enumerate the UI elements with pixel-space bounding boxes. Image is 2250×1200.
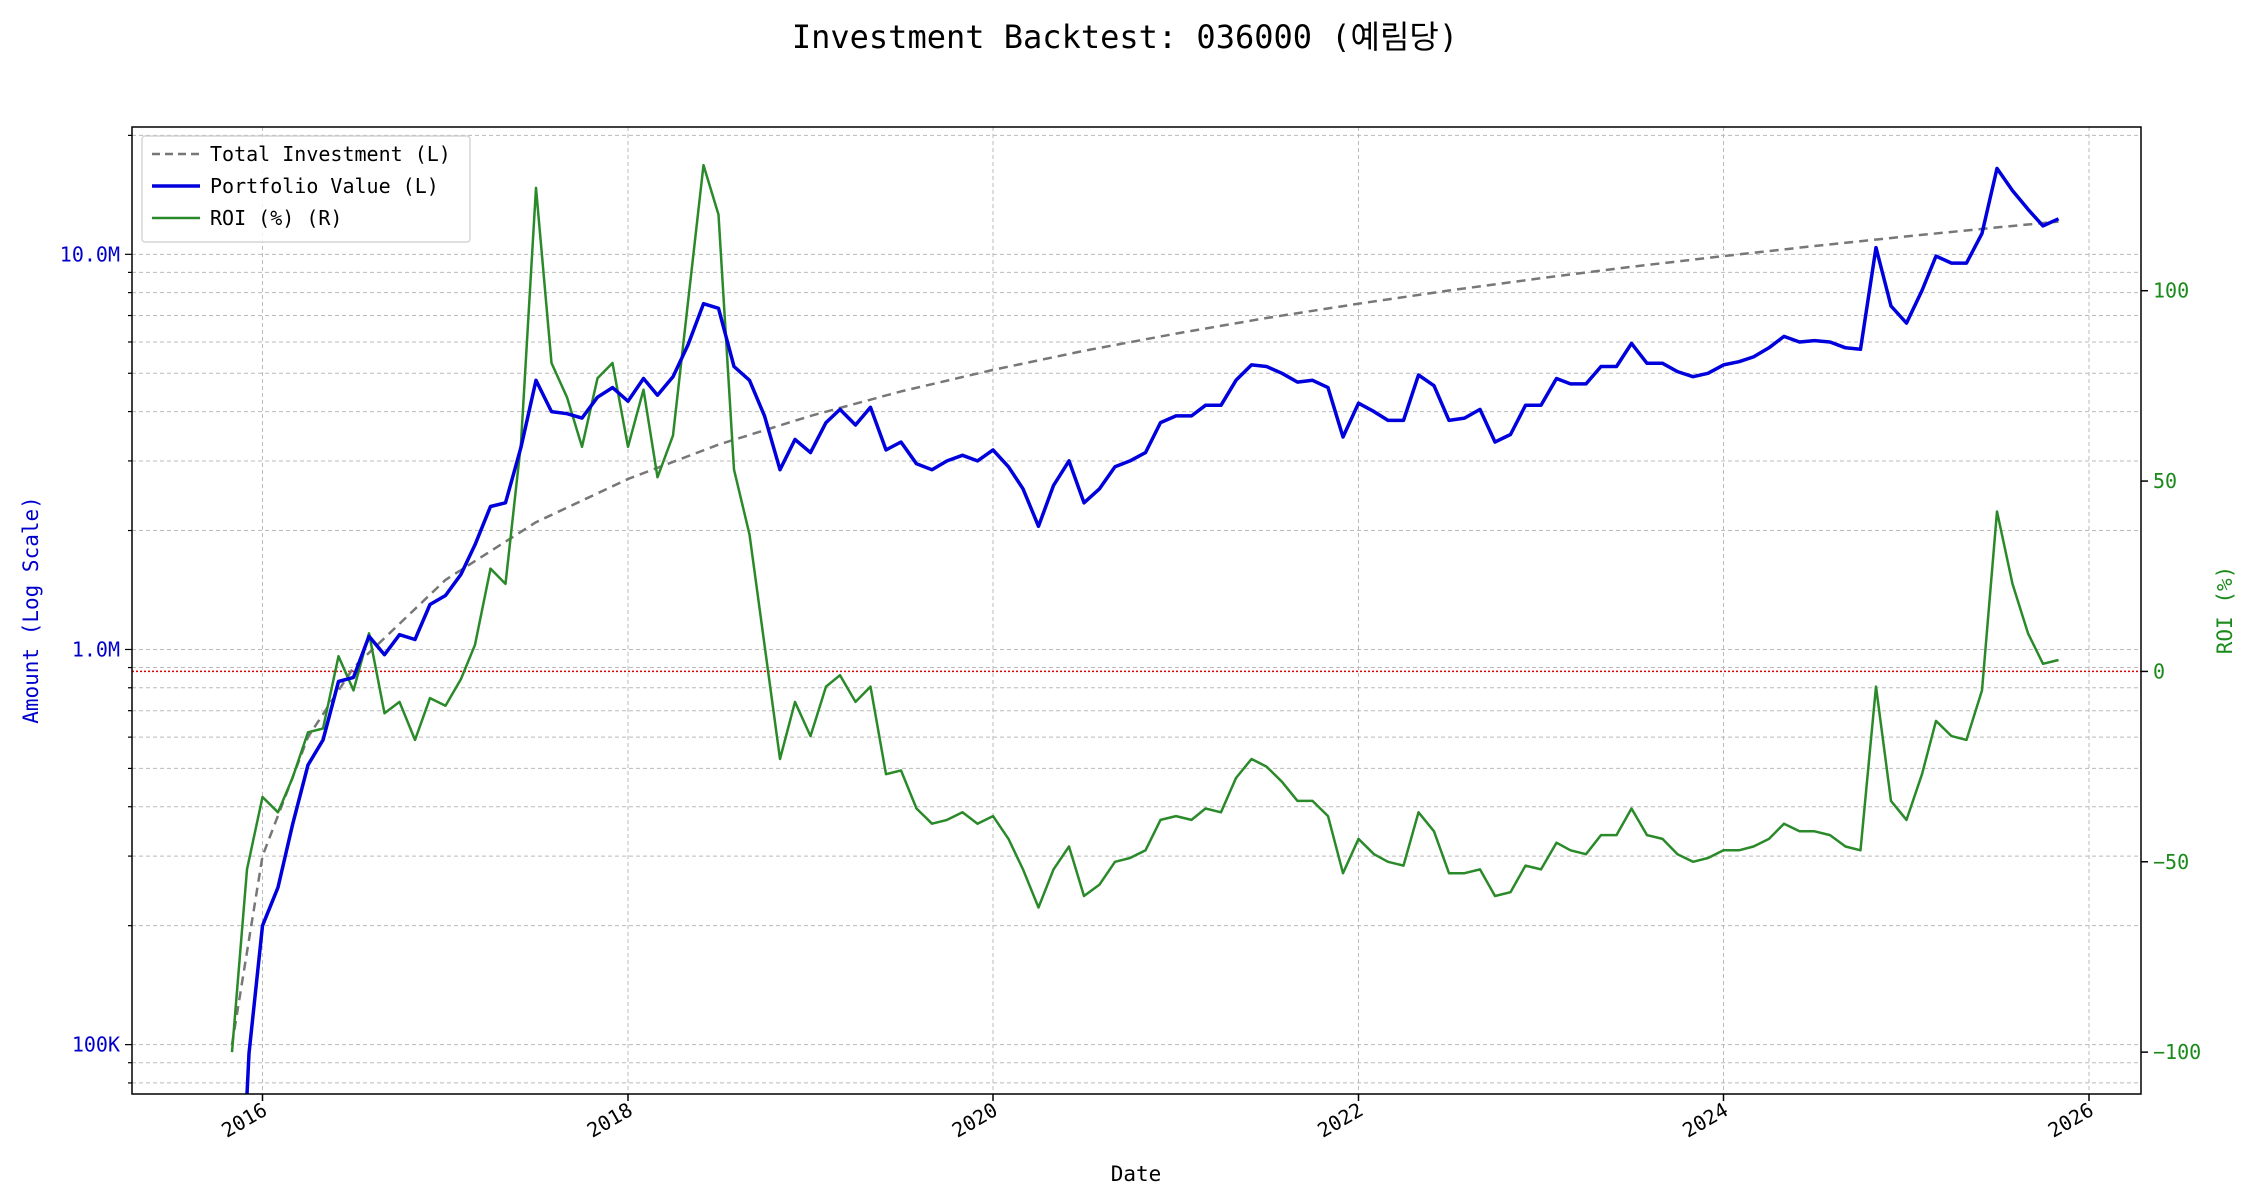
legend-entry-total-investment: Total Investment (L) bbox=[152, 142, 451, 166]
right-tick-label: 0 bbox=[2153, 659, 2165, 683]
legend-box bbox=[141, 135, 471, 243]
legend-label-portfolio-value: Portfolio Value (L) bbox=[210, 174, 439, 198]
legend-entry-roi: ROI (%) (R) bbox=[152, 206, 342, 230]
legend-label-total-investment: Total Investment (L) bbox=[210, 142, 451, 166]
x-axis-ticks: 2016 2018 2020 2022 2024 2026 bbox=[217, 1094, 2098, 1143]
x-tick-label: 2026 bbox=[2044, 1098, 2098, 1143]
right-tick-label: −50 bbox=[2153, 850, 2189, 874]
right-tick-label: 100 bbox=[2153, 279, 2189, 303]
x-axis-label: Date bbox=[1111, 1162, 1162, 1186]
portfolio-value-line bbox=[245, 166, 2060, 1095]
legend-label-roi: ROI (%) (R) bbox=[210, 206, 342, 230]
plot-frame bbox=[131, 126, 2142, 1095]
x-tick-label: 2024 bbox=[1678, 1098, 1732, 1143]
right-tick-label: −100 bbox=[2153, 1040, 2201, 1064]
x-tick-label: 2020 bbox=[948, 1098, 1002, 1143]
left-axis-label: Amount (Log Scale) bbox=[19, 496, 43, 724]
left-tick-label: 1.0M bbox=[72, 637, 120, 661]
right-tick-label: 50 bbox=[2153, 469, 2177, 493]
grid-lines bbox=[132, 127, 2141, 1094]
x-tick-label: 2016 bbox=[217, 1098, 271, 1143]
chart-title: Investment Backtest: 036000 (예림당) bbox=[792, 18, 1458, 56]
series-group bbox=[230, 163, 2060, 1095]
legend: Total Investment (L) Portfolio Value (L)… bbox=[141, 135, 471, 243]
left-tick-label: 10.0M bbox=[60, 242, 120, 266]
x-tick-label: 2022 bbox=[1313, 1098, 1367, 1143]
left-tick-label: 100K bbox=[72, 1033, 120, 1057]
right-axis-label: ROI (%) bbox=[2213, 566, 2237, 655]
legend-entry-portfolio-value: Portfolio Value (L) bbox=[152, 174, 439, 198]
left-axis-ticks: 100K 1.0M 10.0M bbox=[60, 134, 132, 1084]
x-tick-label: 2018 bbox=[583, 1098, 637, 1143]
right-axis-ticks: −100 −50 0 50 100 bbox=[2141, 279, 2201, 1064]
roi-line bbox=[230, 163, 2059, 1053]
total-investment-line bbox=[230, 220, 2059, 1045]
